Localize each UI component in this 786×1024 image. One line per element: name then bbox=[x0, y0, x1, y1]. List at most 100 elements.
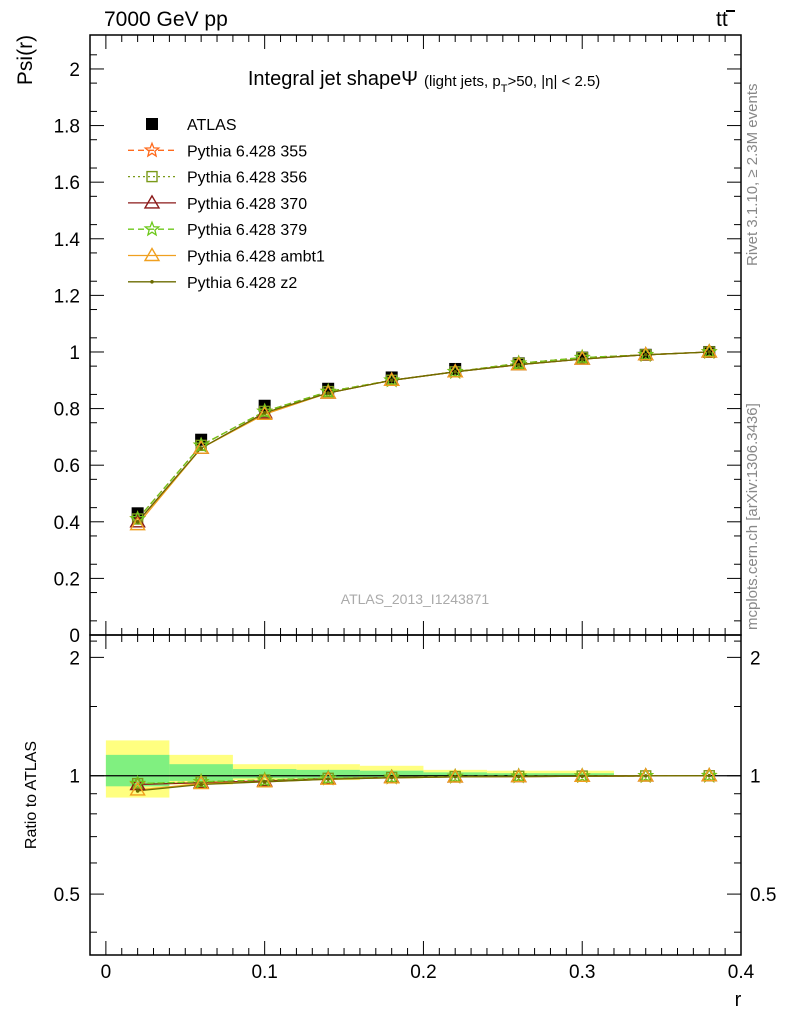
main-y-tick-label: 1.8 bbox=[54, 117, 80, 138]
ratio-inner-band-bin bbox=[169, 764, 233, 781]
ratio-series-3-point bbox=[446, 767, 464, 784]
main-y-tick-label: 0.6 bbox=[54, 456, 80, 477]
main-series-4-point bbox=[383, 371, 401, 388]
ratio-y-tick-label: 1 bbox=[69, 767, 80, 788]
ratio-uncertainty-bands bbox=[105, 740, 614, 798]
x-axis-label: r bbox=[735, 989, 742, 1011]
legend: ATLAS Pythia 6.428 355 Pythia 6.428 356 Pyt… bbox=[128, 117, 325, 292]
main-series-4-point bbox=[446, 363, 464, 379]
legend-marker-3 bbox=[143, 194, 161, 209]
ratio-series-5-point bbox=[707, 773, 712, 778]
main-series-5-line bbox=[137, 351, 710, 526]
ratio-series-5-point bbox=[389, 775, 394, 780]
header-final-state-label: tt bbox=[716, 8, 728, 31]
ratio-series-5-point bbox=[199, 782, 203, 787]
main-series-6-point bbox=[326, 391, 330, 395]
ratio-series-5-point bbox=[326, 777, 330, 781]
main-series-lines bbox=[137, 351, 710, 526]
ratio-series-4-point bbox=[192, 775, 210, 790]
ratio-series-4-point bbox=[701, 767, 718, 782]
main-series-5-point bbox=[446, 363, 464, 378]
ratio-y-axis-label: Ratio to ATLAS bbox=[23, 741, 40, 849]
main-y-tick-label: 1 bbox=[69, 343, 80, 364]
ratio-series-4-point bbox=[574, 767, 591, 782]
legend-label-6: Pythia 6.428 z2 bbox=[187, 275, 297, 292]
ratio-series-4-point bbox=[510, 768, 527, 783]
main-series-5-point bbox=[256, 405, 273, 420]
ratio-series-3-point bbox=[700, 766, 718, 783]
main-series-6-point bbox=[707, 350, 712, 354]
legend-marker-4 bbox=[143, 220, 161, 237]
main-y-tick-label: 1.2 bbox=[54, 286, 80, 307]
legend-marker-2 bbox=[146, 170, 158, 183]
main-series-5-point bbox=[701, 343, 718, 358]
analysis-watermark: ATLAS_2013_I1243871 bbox=[341, 591, 490, 607]
main-plot-title: Integral jet shapeΨ bbox=[248, 68, 418, 90]
ratio-series-4-point bbox=[256, 773, 273, 788]
main-plot-title-annotation: (light jets, pT>50, |η| < 2.5) bbox=[424, 73, 600, 95]
main-series-6-point bbox=[516, 362, 521, 367]
legend-marker-0 bbox=[146, 118, 158, 130]
main-series-6-point bbox=[389, 378, 394, 383]
ratio-inner-band-bin bbox=[359, 770, 424, 778]
ratio-series-5-point bbox=[135, 789, 140, 793]
main-plot-panel: 0 0.2 0.4 0.6 0.8 1 1.2 1.4 1.6 1.8 2 Integral jet… bbox=[14, 34, 742, 647]
x-tick-label: 0.1 bbox=[251, 962, 277, 983]
ratio-y-tick-label-right: 1 bbox=[750, 767, 761, 788]
main-y-tick-label: 0.4 bbox=[54, 513, 81, 534]
main-series-5-point bbox=[192, 439, 210, 454]
ratio-y-tick-label-right: 2 bbox=[750, 648, 761, 669]
x-tick-label: 0.3 bbox=[569, 962, 595, 983]
x-tick-label: 0.4 bbox=[728, 962, 755, 983]
ratio-series-3-point bbox=[573, 767, 591, 784]
ratio-plot-frame bbox=[89, 634, 742, 956]
main-series-6-point bbox=[199, 446, 203, 451]
ratio-series-5-point bbox=[516, 774, 521, 779]
main-series-6-line bbox=[137, 351, 710, 523]
main-series-5-point bbox=[383, 371, 400, 386]
ratio-series-5-point bbox=[453, 775, 457, 779]
main-y-tick-label: 1.4 bbox=[54, 230, 81, 251]
ratio-series-3-point bbox=[510, 767, 528, 784]
main-series-6-point bbox=[453, 369, 457, 374]
ratio-series-3-point bbox=[637, 767, 655, 784]
main-series-5-point bbox=[129, 516, 146, 531]
main-y-axis-label: Psi(r) bbox=[14, 35, 37, 85]
ratio-series-3-point bbox=[129, 774, 147, 791]
main-y-tick-label: 0 bbox=[69, 626, 80, 647]
ratio-inner-band-bin bbox=[423, 772, 487, 777]
ratio-inner-band-bin bbox=[296, 769, 360, 779]
ratio-series-4-point bbox=[383, 769, 400, 784]
ratio-series-4-point bbox=[129, 781, 146, 796]
ratio-series-4-point bbox=[319, 770, 337, 785]
ratio-plot-panel: 0.5 0.5 1 1 2 2 0 0.1 0.2 0.3 0.4 Ratio to ATLAS r bbox=[23, 634, 776, 1011]
ratio-series-4-point bbox=[446, 768, 464, 783]
main-axis-ticks: 0 0.2 0.4 0.6 0.8 1 1.2 1.4 1.6 1.8 2 bbox=[54, 35, 742, 647]
main-series-4-point bbox=[700, 343, 718, 360]
ratio-series-5-line bbox=[137, 775, 710, 792]
ratio-y-tick-label: 0.5 bbox=[54, 885, 80, 906]
ratio-series-3-point bbox=[319, 769, 337, 786]
main-y-tick-label: 2 bbox=[69, 60, 80, 81]
main-series-5-point bbox=[510, 356, 527, 371]
ratio-y-tick-label: 2 bbox=[69, 648, 80, 669]
x-tick-label: 0 bbox=[101, 962, 112, 983]
legend-label-4: Pythia 6.428 379 bbox=[187, 222, 307, 239]
legend-label-5: Pythia 6.428 ambt1 bbox=[187, 249, 325, 266]
main-series-6-point bbox=[262, 411, 267, 415]
main-y-tick-label: 0.2 bbox=[54, 569, 80, 590]
main-y-tick-label: 1.6 bbox=[54, 173, 80, 194]
main-series-6-point bbox=[643, 353, 648, 357]
ratio-series-3-point bbox=[383, 768, 400, 785]
ratio-series-5-point bbox=[262, 780, 267, 784]
legend-label-3: Pythia 6.428 370 bbox=[187, 196, 307, 213]
legend-marker-5 bbox=[143, 247, 161, 262]
main-series-5-point bbox=[637, 346, 654, 361]
ratio-inner-band-bin bbox=[105, 754, 170, 787]
main-series-5-point bbox=[574, 350, 591, 365]
ratio-y-tick-label-right: 0.5 bbox=[750, 885, 776, 906]
legend-label-2: Pythia 6.428 356 bbox=[187, 170, 307, 187]
legend-marker-1 bbox=[143, 141, 161, 158]
ratio-series-lines bbox=[137, 775, 710, 792]
